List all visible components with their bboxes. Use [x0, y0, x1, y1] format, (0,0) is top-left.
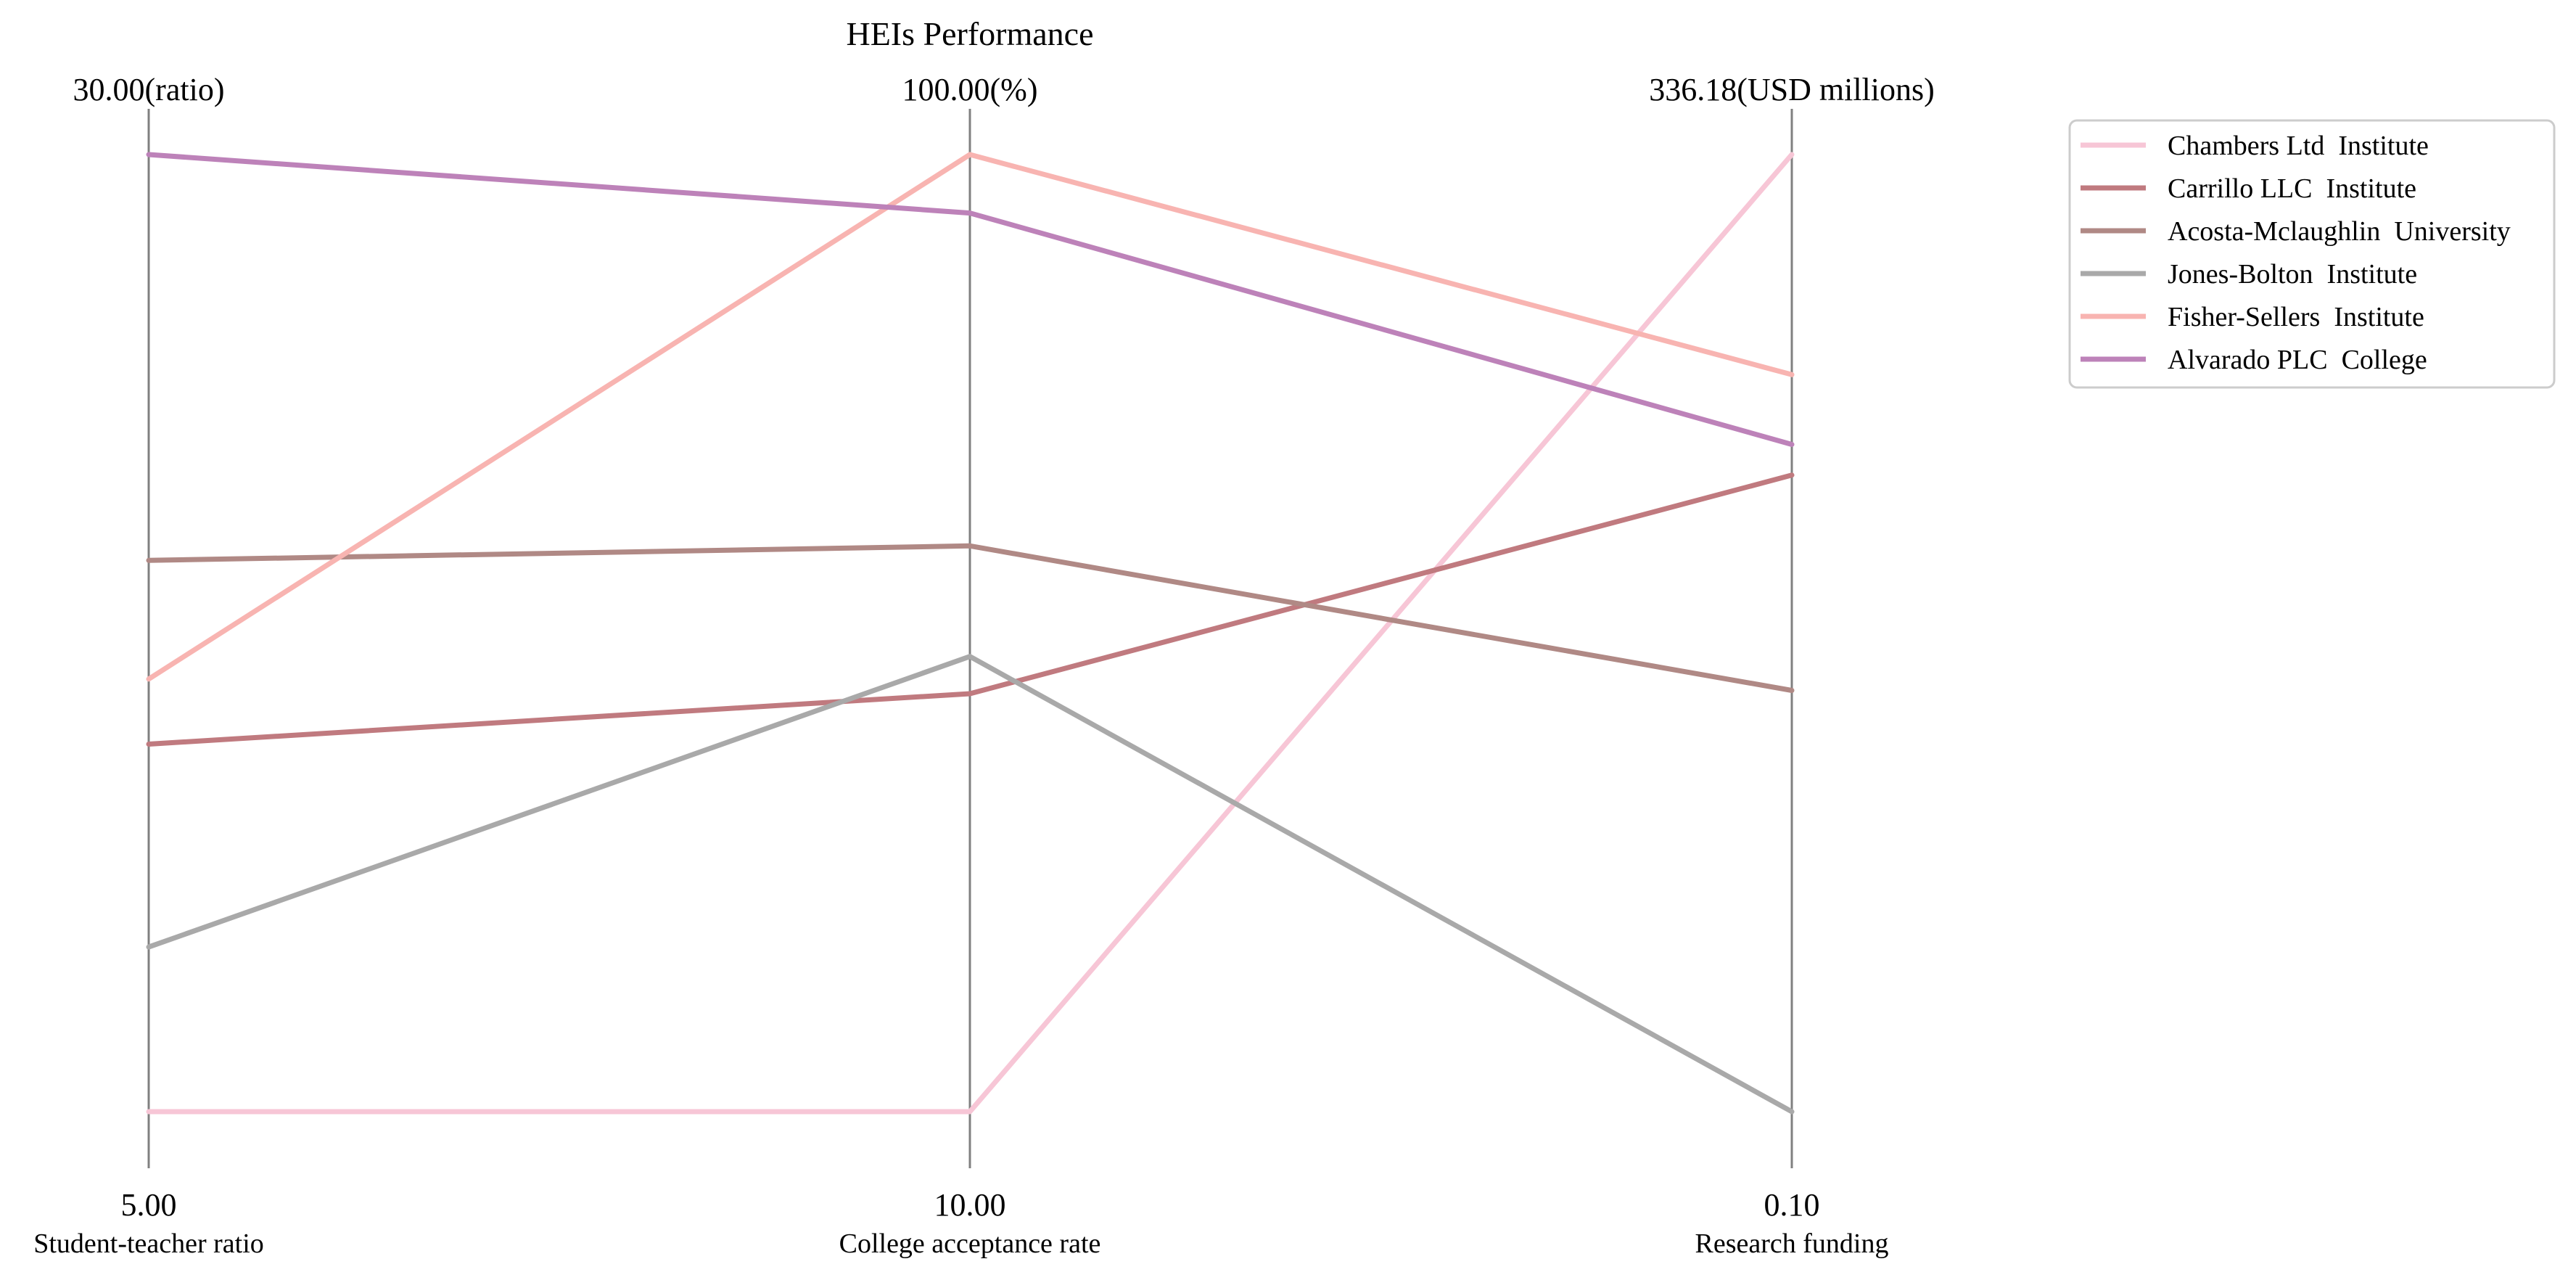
series-line-2 — [146, 472, 1795, 747]
legend-label: Jones-Bolton Institute — [2168, 259, 2417, 290]
axis-max-label: 100.00(%) — [902, 72, 1038, 107]
axis-max-label: 30.00(ratio) — [73, 72, 225, 107]
series-line-4 — [146, 654, 1795, 1115]
axis-student-teacher-ratio: 30.00(ratio) 5.00 Student-teacher ratio — [33, 72, 264, 1259]
axis-name: College acceptance rate — [839, 1228, 1101, 1259]
legend-label: Chambers Ltd Institute — [2168, 131, 2429, 161]
legend-label: Acosta-Mclaughlin University — [2168, 216, 2511, 247]
series-line-6 — [146, 152, 1795, 447]
axis-min-label: 0.10 — [1764, 1187, 1820, 1223]
legend-label: Carrillo LLC Institute — [2168, 173, 2416, 204]
legend-item: Carrillo LLC Institute — [2081, 173, 2416, 204]
series-line-3 — [146, 543, 1795, 693]
legend-item: Fisher-Sellers Institute — [2081, 302, 2424, 332]
axis-min-label: 10.00 — [934, 1187, 1006, 1223]
legend-item: Alvarado PLC College — [2081, 345, 2427, 375]
axis-max-label: 336.18(USD millions) — [1649, 72, 1935, 107]
legend-item: Jones-Bolton Institute — [2081, 259, 2417, 290]
chart-title: HEIs Performance — [846, 15, 1093, 52]
legend-item: Chambers Ltd Institute — [2081, 131, 2429, 161]
axis-college-acceptance-rate: 100.00(%) 10.00 College acceptance rate — [839, 72, 1101, 1259]
legend: Chambers Ltd Institute Carrillo LLC Insti… — [2068, 119, 2556, 389]
series-lines — [146, 152, 1795, 1115]
legend-label: Alvarado PLC College — [2168, 345, 2427, 375]
axis-research-funding: 336.18(USD millions) 0.10 Research fundi… — [1649, 72, 1935, 1259]
series-line-5 — [146, 152, 1795, 682]
legend-box — [2068, 119, 2556, 389]
axis-name: Research funding — [1695, 1228, 1889, 1259]
legend-label: Fisher-Sellers Institute — [2168, 302, 2424, 332]
series-line-1 — [146, 152, 1795, 1115]
axis-name: Student-teacher ratio — [33, 1228, 264, 1259]
axis-min-label: 5.00 — [121, 1187, 177, 1223]
legend-item: Acosta-Mclaughlin University — [2081, 216, 2511, 247]
